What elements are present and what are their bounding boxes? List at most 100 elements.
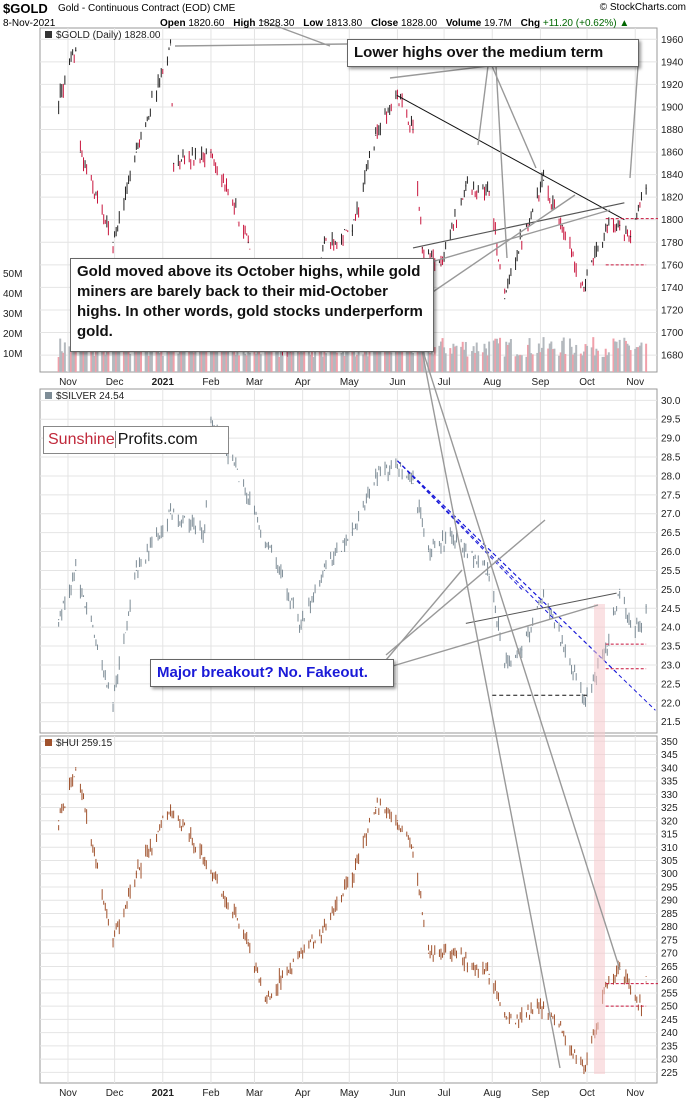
legend-swatch	[45, 392, 52, 399]
volume-bar	[171, 338, 174, 372]
volume-bar	[564, 353, 567, 372]
y-tick-label: 23.5	[661, 642, 681, 653]
volume-bar	[331, 345, 334, 372]
data-point	[561, 641, 563, 643]
panel-frame	[39, 735, 658, 1084]
volume-bar	[604, 348, 607, 372]
volume-bar	[516, 354, 519, 372]
volume-bar	[281, 355, 284, 372]
volume-bar	[506, 344, 509, 372]
volume-bar	[298, 352, 301, 372]
volume-bar	[645, 343, 648, 372]
volume-bar	[320, 338, 323, 372]
data-point	[561, 1032, 563, 1034]
volume-bar	[166, 349, 169, 372]
y-tick-label: 230	[661, 1055, 678, 1066]
volume-bar	[508, 342, 511, 372]
volume-bar	[73, 341, 76, 372]
callout-line	[420, 344, 621, 971]
support-line	[465, 592, 617, 624]
y-tick-label: 225	[661, 1068, 678, 1079]
volume-bar	[222, 345, 225, 372]
volume-bar	[590, 347, 593, 372]
y-tick-label: 235	[661, 1041, 678, 1052]
volume-bar	[527, 344, 530, 372]
volume-bar	[596, 350, 599, 372]
data-point	[323, 569, 326, 572]
volume-bar	[542, 337, 545, 372]
data-point	[521, 649, 523, 651]
data-point	[504, 1013, 506, 1015]
volume-bar	[289, 352, 292, 372]
volume-bar	[432, 354, 435, 372]
y-tick-label: 29.5	[661, 415, 681, 426]
volume-bar	[481, 352, 484, 372]
y-tick-label: 1800	[661, 215, 684, 226]
y-tick-label: 1820	[661, 193, 684, 204]
volume-bar	[568, 338, 571, 372]
callout-lines	[174, 19, 639, 1069]
volume-bar	[430, 344, 433, 372]
y-tick-label: 275	[661, 935, 678, 946]
data-point	[58, 820, 60, 822]
volume-bar	[84, 352, 87, 372]
quote-date: 8-Nov-2021	[3, 18, 56, 29]
data-point	[583, 1069, 585, 1071]
data-point	[488, 573, 490, 575]
volume-bar	[85, 349, 88, 372]
y-tick-label: 1900	[661, 102, 684, 113]
y-tick-label: 295	[661, 882, 678, 893]
y-tick-label: 27.0	[661, 509, 681, 520]
data-point	[488, 190, 490, 193]
volume-bar	[461, 341, 464, 372]
data-point	[427, 952, 430, 954]
callout-line	[174, 43, 348, 47]
volume-bar	[477, 351, 480, 372]
volume-bar	[377, 341, 380, 372]
y-tick-label: 27.5	[661, 490, 681, 501]
volume-bar	[405, 342, 408, 372]
volume-bar	[231, 341, 234, 372]
volume-bar	[144, 342, 147, 372]
y-tick-label: 28.0	[661, 471, 681, 482]
volume-bar	[401, 344, 404, 372]
x-tick-label: Oct	[579, 1088, 595, 1099]
volume-bar	[93, 355, 96, 372]
volume-bar	[441, 338, 444, 372]
volume-bar	[342, 345, 345, 372]
data-point	[412, 482, 414, 485]
volume-bar	[321, 356, 324, 372]
volume-bar	[101, 338, 104, 372]
volume-bar	[539, 352, 542, 372]
volume-bar	[157, 348, 160, 372]
low-value: 1813.80	[326, 18, 363, 29]
data-point	[58, 618, 60, 621]
high-label: High	[233, 18, 256, 29]
data-point	[323, 926, 326, 928]
volume-bar	[373, 339, 376, 372]
y-tick-label: 1860	[661, 148, 684, 159]
stockcharts-credit: © StockCharts.com	[599, 2, 686, 13]
volume-bar	[638, 345, 641, 372]
volume-bar	[354, 356, 357, 372]
volume-bar	[202, 344, 205, 372]
y-tick-label: 24.5	[661, 604, 681, 615]
data-point	[169, 806, 172, 809]
volume-bar	[495, 338, 498, 372]
brand-part2: Profits.com	[114, 431, 198, 448]
volume-bar	[398, 345, 401, 372]
data-point	[173, 162, 175, 164]
x-tick-label: Apr	[295, 377, 311, 388]
data-point	[619, 588, 621, 590]
volume-bar	[572, 354, 575, 372]
x-tick-label: Oct	[579, 377, 595, 388]
volume-bar	[158, 353, 161, 372]
volume-bar	[94, 343, 97, 372]
data-point	[645, 606, 647, 608]
volume-bar	[550, 341, 553, 372]
volume-bar	[553, 348, 556, 372]
y-tick-label: 24.0	[661, 623, 681, 634]
support-line	[412, 202, 625, 249]
volume-bar	[124, 350, 127, 372]
y-tick-label: 255	[661, 988, 678, 999]
